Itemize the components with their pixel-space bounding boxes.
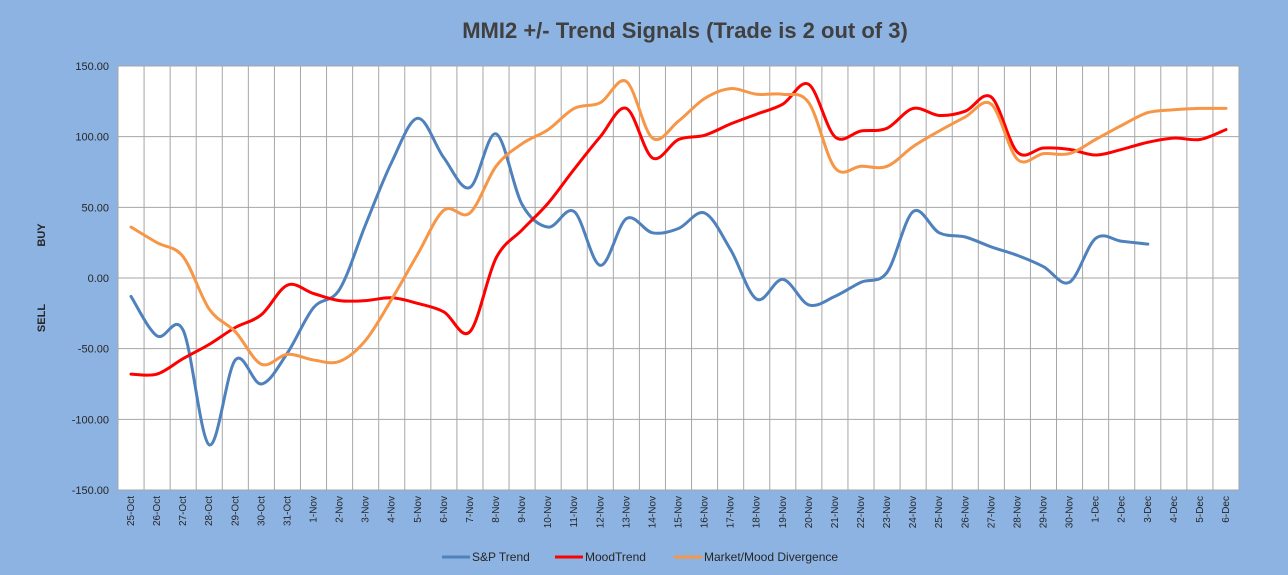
x-tick-label: 17-Nov	[726, 496, 737, 528]
x-tick-label: 15-Nov	[674, 496, 685, 528]
x-tick-label: 30-Oct	[256, 496, 267, 526]
x-tick-label: 2-Nov	[335, 496, 346, 523]
x-tick-label: 8-Nov	[491, 496, 502, 523]
chart-title: MMI2 +/- Trend Signals (Trade is 2 out o…	[462, 18, 908, 43]
x-tick-label: 30-Nov	[1065, 496, 1076, 528]
x-tick-label: 3-Nov	[361, 496, 372, 523]
y-tick-label: -50.00	[78, 344, 109, 356]
x-tick-label: 25-Oct	[126, 496, 137, 526]
x-tick-label: 29-Nov	[1038, 496, 1049, 528]
series-line-moodtrend	[129, 82, 1228, 377]
x-tick-label: 18-Nov	[752, 496, 763, 528]
legend-label-moodtrend: MoodTrend	[585, 550, 646, 564]
x-tick-label: 4-Nov	[387, 496, 398, 523]
gridlines	[117, 65, 1240, 491]
y-tick-label: -150.00	[72, 485, 109, 497]
x-tick-label: 10-Nov	[543, 496, 554, 528]
x-tick-label: 13-Nov	[621, 496, 632, 528]
y-tick-label: 150.00	[75, 61, 109, 73]
x-tick-label: 24-Nov	[908, 496, 919, 528]
x-tick-label: 26-Nov	[960, 496, 971, 528]
x-tick-label: 23-Nov	[882, 496, 893, 528]
x-tick-label: 6-Dec	[1221, 496, 1232, 523]
x-axis: 25-Oct 26-Oct 27-Oct 28-Oct 29-Oct 30-Oct 31-O…	[126, 496, 1232, 528]
x-tick-label: 21-Nov	[830, 496, 841, 528]
x-tick-label: 31-Oct	[282, 496, 293, 526]
x-tick-label: 5-Nov	[413, 496, 424, 523]
x-tick-label: 1-Dec	[1091, 496, 1102, 523]
y-tick-label: 0.00	[88, 273, 109, 285]
x-tick-label: 5-Dec	[1195, 496, 1206, 523]
x-tick-label: 28-Nov	[1012, 496, 1023, 528]
x-tick-label: 11-Nov	[569, 496, 580, 528]
y-tick-label: 100.00	[75, 132, 109, 144]
y-tick-label: -100.00	[72, 414, 109, 426]
x-tick-label: 16-Nov	[700, 496, 711, 528]
legend-label-market-mood-divergence: Market/Mood Divergence	[704, 550, 838, 564]
x-tick-label: 25-Nov	[934, 496, 945, 528]
x-tick-label: 2-Dec	[1117, 496, 1128, 523]
x-tick-label: 9-Nov	[517, 496, 528, 523]
x-tick-label: 20-Nov	[804, 496, 815, 528]
series-lines	[129, 79, 1228, 447]
x-tick-label: 3-Dec	[1143, 496, 1154, 523]
legend: S&P Trend MoodTrend Market/Mood Divergence	[442, 550, 838, 564]
x-tick-label: 28-Oct	[204, 496, 215, 526]
y-axis: 150.00 100.00 50.00 0.00 -50.00 -100.00 -150.0…	[72, 61, 109, 497]
x-tick-label: 14-Nov	[647, 496, 658, 528]
x-tick-label: 6-Nov	[439, 496, 450, 523]
y-tick-label: 50.00	[81, 202, 109, 214]
legend-label-s-p-trend: S&P Trend	[472, 550, 530, 564]
x-tick-label: 4-Dec	[1169, 496, 1180, 523]
x-tick-label: 19-Nov	[778, 496, 789, 528]
x-tick-label: 12-Nov	[595, 496, 606, 528]
x-tick-label: 22-Nov	[856, 496, 867, 528]
x-tick-label: 27-Oct	[178, 496, 189, 526]
x-tick-label: 7-Nov	[465, 496, 476, 523]
x-tick-label: 29-Oct	[230, 496, 241, 526]
buy-label: BUY	[36, 223, 48, 247]
x-tick-label: 26-Oct	[152, 496, 163, 526]
series-line-market-mood-divergence	[129, 79, 1228, 367]
sell-label: SELL	[36, 304, 48, 332]
x-tick-label: 1-Nov	[309, 496, 320, 523]
x-tick-label: 27-Nov	[986, 496, 997, 528]
